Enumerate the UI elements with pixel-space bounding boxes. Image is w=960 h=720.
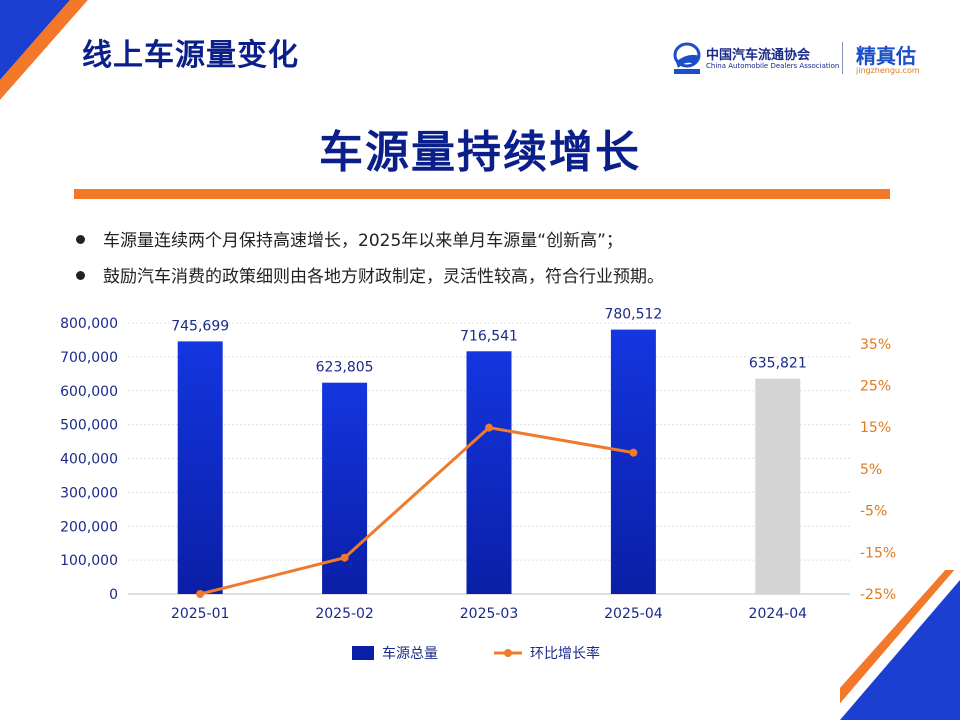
line-point <box>340 553 349 562</box>
bullet-text: 鼓励汽车消费的政策细则由各地方财政制定，灵活性较高，符合行业预期。 <box>103 267 664 287</box>
y-left-tick-label: 700,000 <box>60 350 118 366</box>
legend-label: 车源总量 <box>382 645 438 662</box>
headline-rule <box>74 189 890 199</box>
brand-name: 精真估 <box>856 44 916 68</box>
bar-data-label: 716,541 <box>460 328 518 344</box>
bullet-dot-icon <box>76 234 85 244</box>
y-right-tick-label: 5% <box>860 462 882 478</box>
brand-url: jingzhengu.com <box>856 66 920 75</box>
legend-line-point <box>504 649 512 657</box>
bar-data-label: 780,512 <box>604 307 662 323</box>
corner-stripes-top-left <box>0 0 98 112</box>
y-left-tick-label: 800,000 <box>60 316 118 332</box>
corner-stripes-bottom-right <box>840 570 960 720</box>
line-point <box>485 423 493 432</box>
page-title: 线上车源量变化 <box>82 38 299 73</box>
x-tick-label: 2025-04 <box>604 606 663 622</box>
logo-divider <box>842 42 843 74</box>
combo-chart: 0 100,000 200,000 300,000 400,000 500,000 600,… <box>60 307 896 662</box>
y-right-tick-label: 25% <box>860 379 891 395</box>
bullet-item: 车源量连续两个月保持高速增长，2025年以来单月车源量“创新高”； <box>76 226 623 251</box>
y-left-tick-label: 400,000 <box>60 452 118 468</box>
logo-group: 中国汽车流通协会 China Automobile Dealers Associ… <box>672 40 942 80</box>
line-point <box>629 448 638 457</box>
y-right-tick-label: -15% <box>860 545 896 561</box>
y-left-tick-label: 200,000 <box>60 519 118 535</box>
legend-bar-swatch <box>352 646 374 660</box>
y-right-tick-label: 35% <box>860 337 891 353</box>
bullet-item: 鼓励汽车消费的政策细则由各地方财政制定，灵活性较高，符合行业预期。 <box>76 262 664 287</box>
x-tick-label: 2025-03 <box>460 606 519 622</box>
y-left-tick-label: 0 <box>109 587 118 603</box>
legend-label: 环比增长率 <box>530 645 600 662</box>
y-right-tick-label: 15% <box>860 420 891 436</box>
bar <box>466 351 512 594</box>
association-name-en: China Automobile Dealers Association <box>706 62 840 70</box>
y-right-tick-label: -5% <box>860 504 887 520</box>
series-line <box>199 426 634 596</box>
bar <box>177 341 223 594</box>
x-tick-label: 2025-01 <box>171 606 230 622</box>
bar <box>755 378 801 594</box>
bar <box>610 329 656 594</box>
y-left-tick-label: 600,000 <box>60 384 118 400</box>
association-logo-icon <box>673 42 701 74</box>
association-name: 中国汽车流通协会 <box>706 48 811 63</box>
y-left-tick-label: 100,000 <box>60 553 118 569</box>
bar-data-label: 745,699 <box>171 318 229 334</box>
x-tick-label: 2024-04 <box>749 606 808 622</box>
headline: 车源量持续增长 <box>319 127 641 178</box>
y-left-tick-label: 300,000 <box>60 485 118 501</box>
x-tick-label: 2025-02 <box>315 606 374 622</box>
bullet-text: 车源量连续两个月保持高速增长，2025年以来单月车源量“创新高”； <box>103 231 623 251</box>
bar-data-label: 635,821 <box>749 356 807 372</box>
bar-data-label: 623,805 <box>316 360 374 376</box>
y-right-tick-label: -25% <box>860 587 896 603</box>
y-left-tick-label: 500,000 <box>60 418 118 434</box>
bullet-dot-icon <box>76 270 85 280</box>
line-point <box>196 590 205 598</box>
